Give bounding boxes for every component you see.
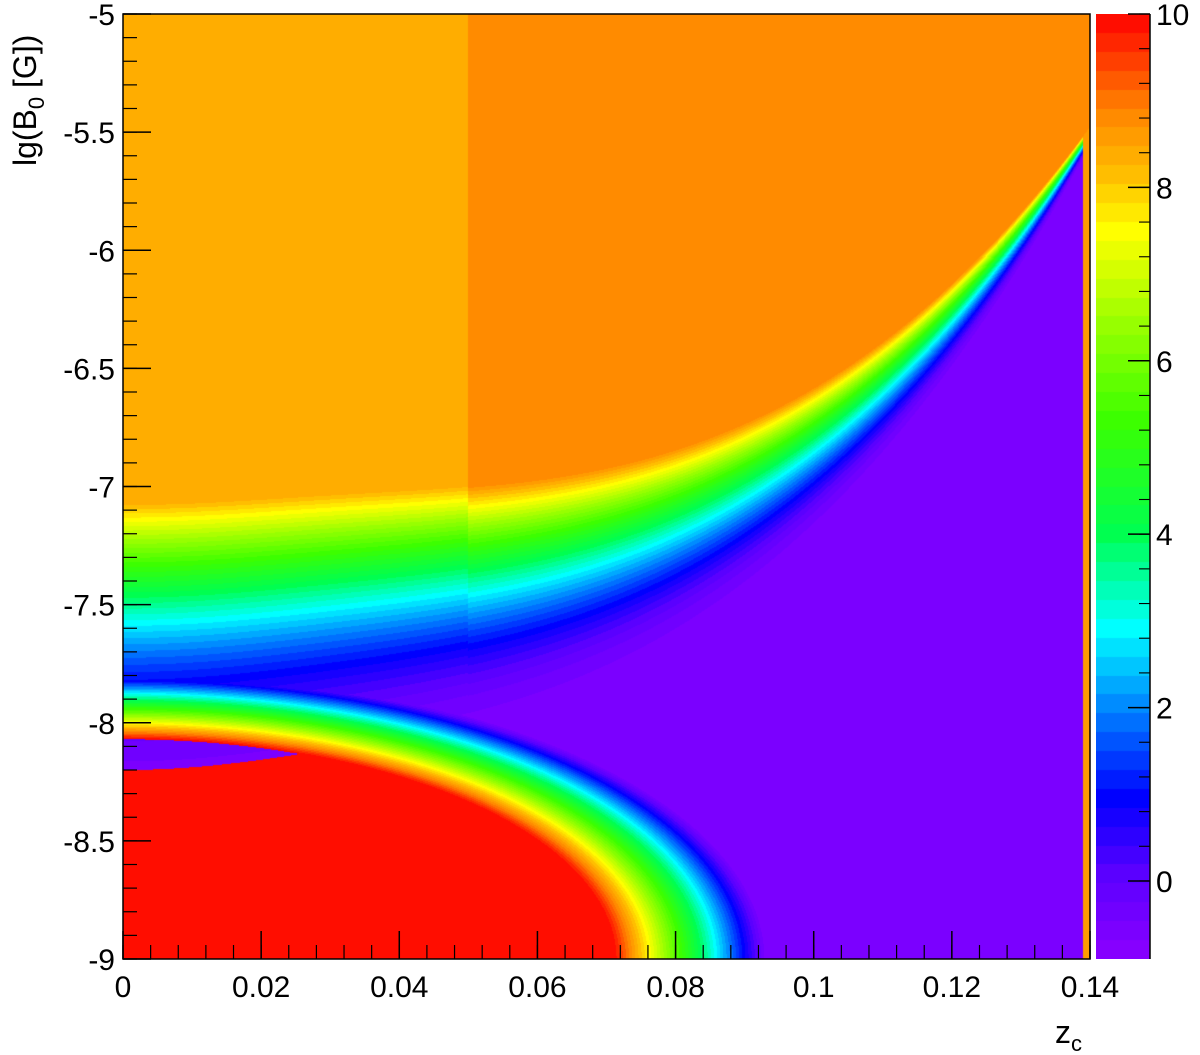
x-tick-label: 0.12 bbox=[923, 971, 981, 1004]
heatmap-image bbox=[123, 14, 1090, 959]
x-tick-label: 0.1 bbox=[793, 971, 835, 1004]
z-tick-label: 4 bbox=[1156, 519, 1173, 552]
y-tick-label: -5 bbox=[88, 0, 115, 32]
y-tick-label: -7 bbox=[88, 472, 115, 505]
x-axis-title: zc bbox=[1055, 1014, 1082, 1055]
y-tick-label: -6.5 bbox=[63, 353, 115, 386]
x-tick-label: 0.14 bbox=[1061, 971, 1119, 1004]
z-tick-label: 8 bbox=[1156, 172, 1173, 205]
x-tick-label: 0.08 bbox=[646, 971, 704, 1004]
y-tick-label: -6 bbox=[88, 235, 115, 268]
y-tick-label: -5.5 bbox=[63, 117, 115, 150]
z-tick-label: 10 bbox=[1156, 0, 1189, 32]
z-tick-label: 2 bbox=[1156, 693, 1173, 726]
y-tick-label: -9 bbox=[88, 944, 115, 977]
x-axis: 0 0.02 0.04 0.06 0.08 0.1 0.12 0.14 bbox=[115, 931, 1119, 1004]
y-tick-label: -7.5 bbox=[63, 590, 115, 623]
x-tick-label: 0.06 bbox=[508, 971, 566, 1004]
plot-area bbox=[122, 13, 1091, 960]
x-tick-label: 0 bbox=[115, 971, 132, 1004]
colorbar-axis: 0 2 4 6 8 10 bbox=[1128, 0, 1189, 959]
y-axis-title: lg(B0 [G]) bbox=[7, 35, 49, 166]
z-tick-label: 0 bbox=[1156, 866, 1173, 899]
x-tick-label: 0.04 bbox=[370, 971, 428, 1004]
colorbar-image bbox=[1096, 14, 1150, 959]
z-tick-label: 6 bbox=[1156, 346, 1173, 379]
y-axis: -5 -5.5 -6 -6.5 -7 -7.5 -8 -8.5 -9 bbox=[63, 0, 151, 977]
colorbar bbox=[1096, 14, 1150, 959]
x-tick-label: 0.02 bbox=[232, 971, 290, 1004]
y-tick-label: -8 bbox=[88, 708, 115, 741]
y-tick-label: -8.5 bbox=[63, 826, 115, 859]
